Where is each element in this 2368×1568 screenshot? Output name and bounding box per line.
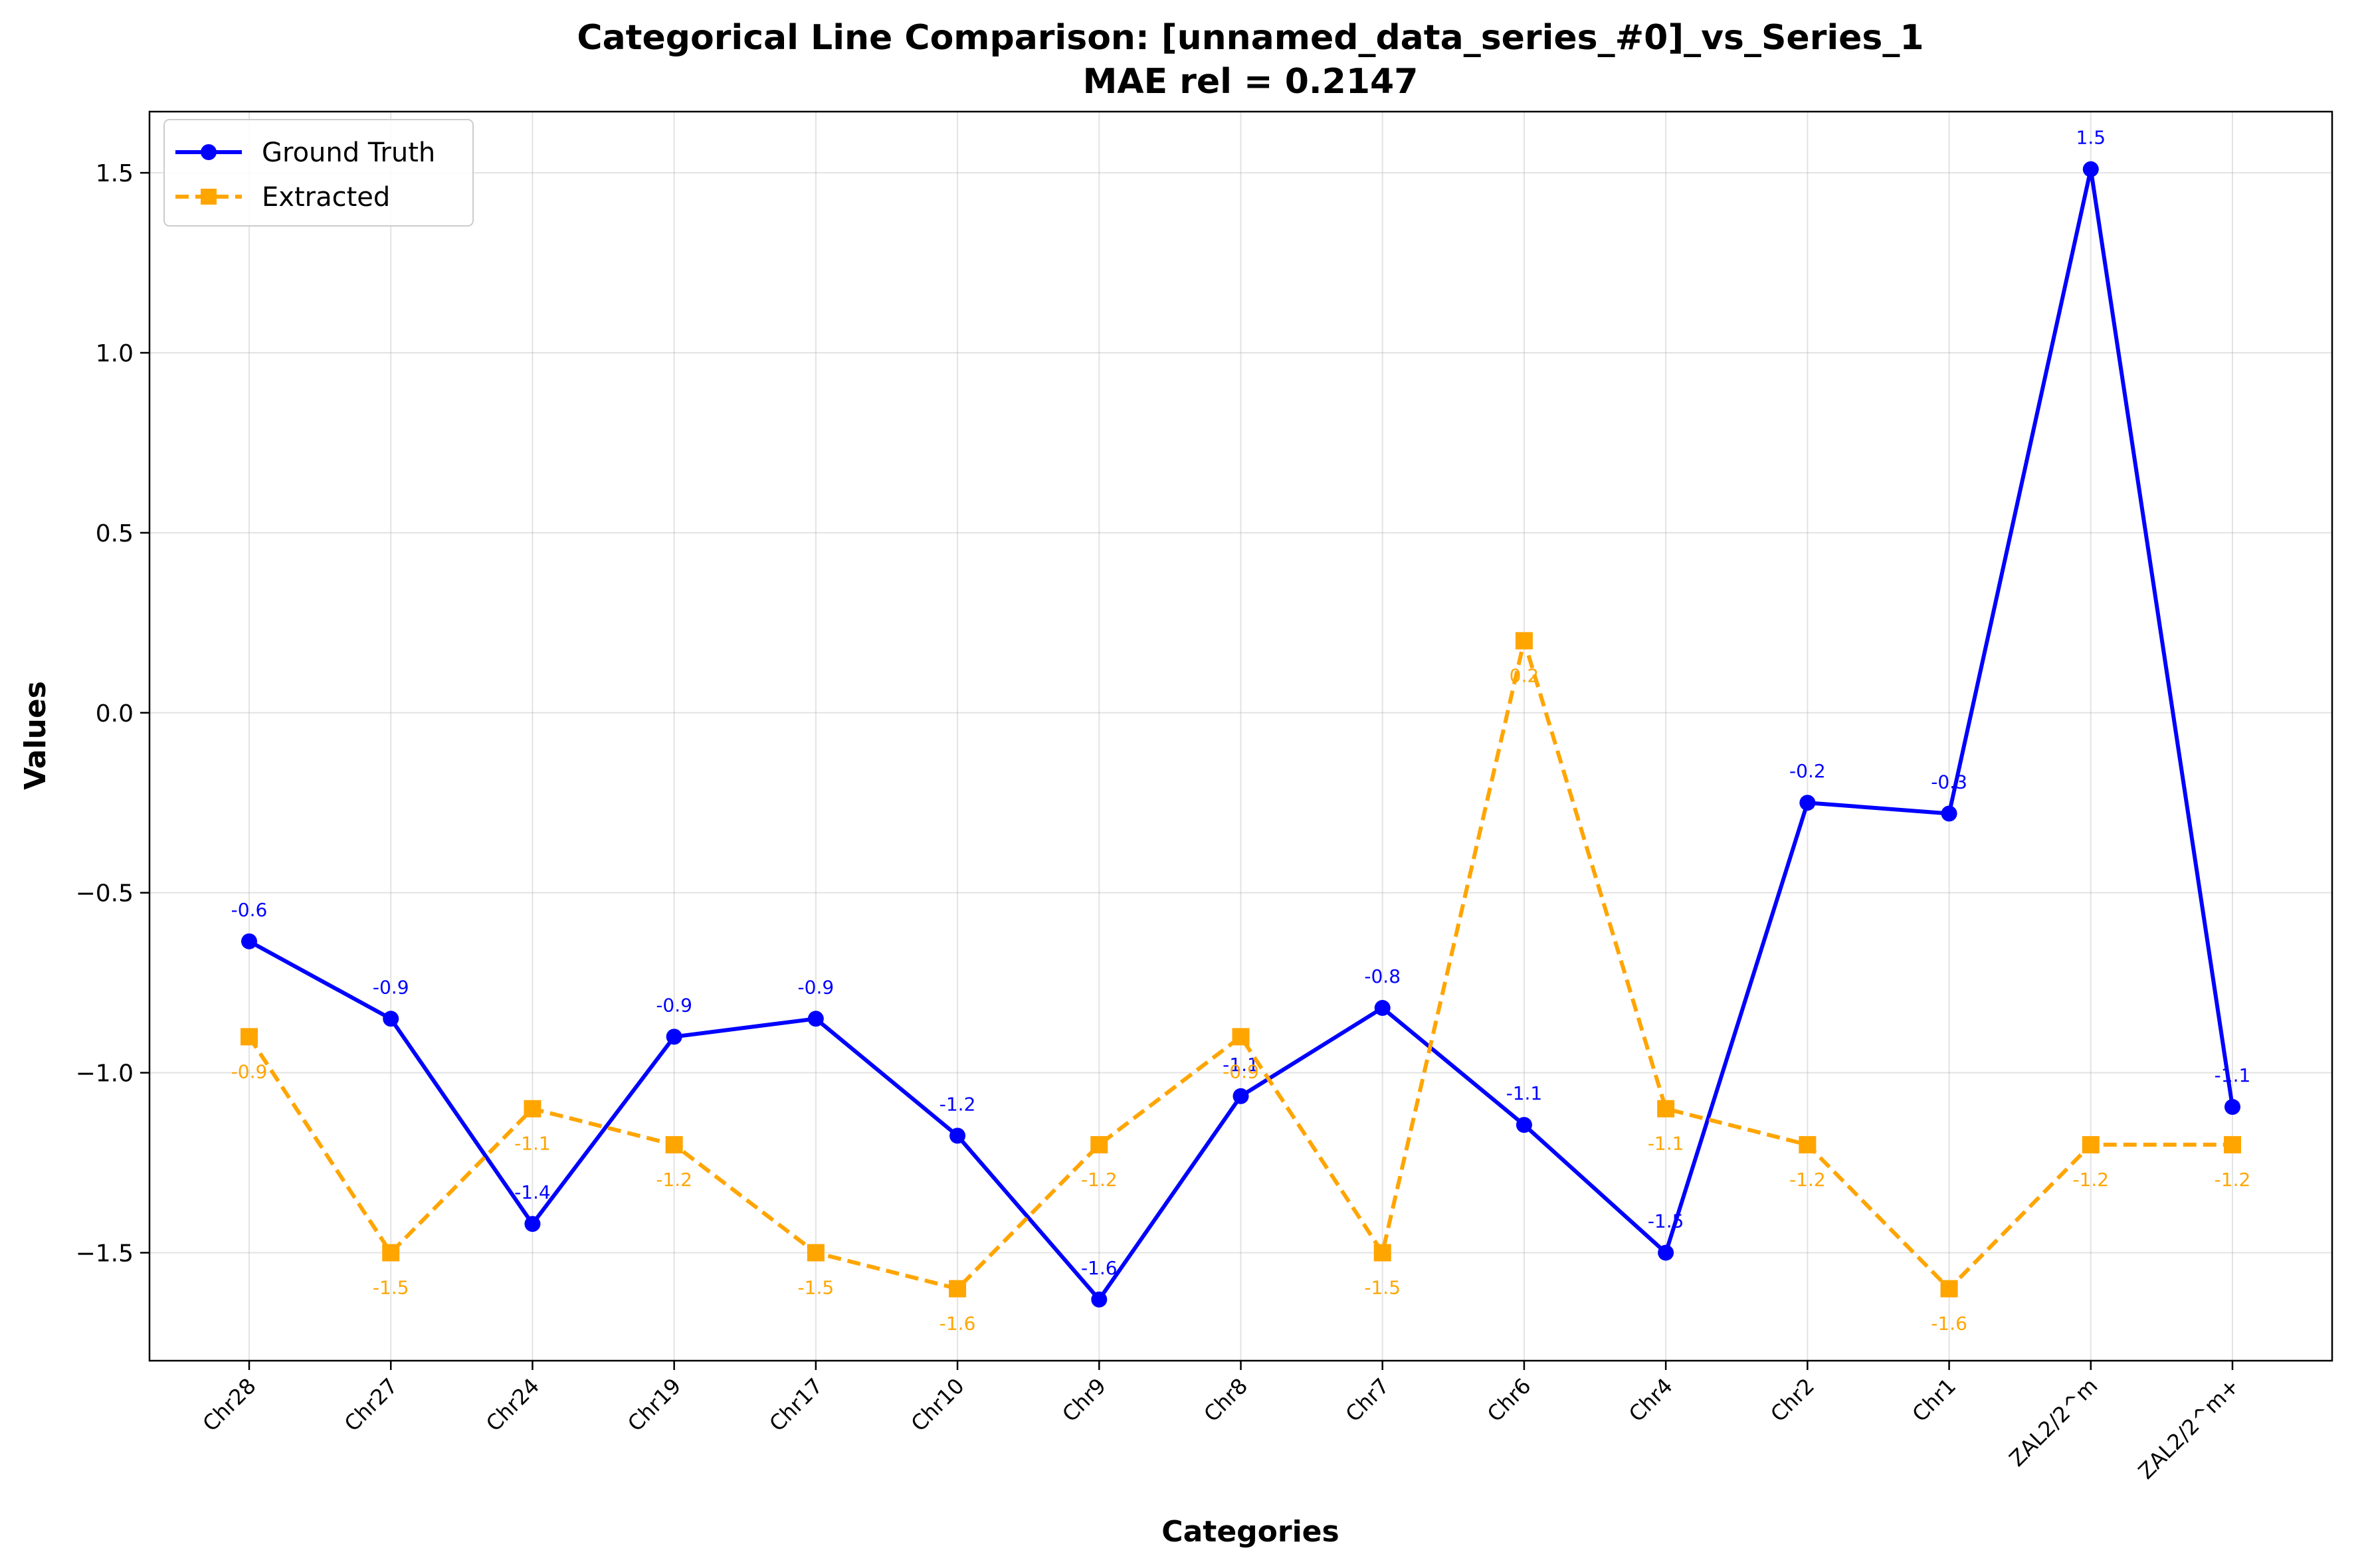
data-point-extracted xyxy=(807,1244,825,1262)
data-point-ground-truth xyxy=(1799,795,1816,811)
data-point-extracted xyxy=(2224,1135,2241,1153)
data-label-ground-truth: -0.9 xyxy=(656,994,692,1016)
y-axis-label: Values xyxy=(19,681,52,790)
data-point-ground-truth xyxy=(1941,805,1957,822)
data-label-ground-truth: -0.2 xyxy=(1789,760,1826,782)
data-point-extracted xyxy=(1657,1100,1675,1118)
data-label-extracted: 0.2 xyxy=(1510,664,1539,686)
data-label-ground-truth: -0.9 xyxy=(798,976,835,998)
y-axis-ticks: 1.5 1.0 0.5 0.0 −0.5 −1.0 −1.5 xyxy=(76,160,149,1267)
data-point-ground-truth xyxy=(524,1216,541,1232)
legend-marker-ground-truth xyxy=(201,144,217,160)
data-label-ground-truth: -1.1 xyxy=(2215,1064,2251,1086)
data-label-extracted: -1.1 xyxy=(514,1133,551,1155)
data-point-extracted xyxy=(949,1280,967,1298)
y-tick-label: 1.0 xyxy=(96,340,134,367)
data-label-ground-truth: -1.1 xyxy=(1223,1054,1259,1076)
data-label-ground-truth: -1.4 xyxy=(514,1181,551,1203)
y-tick-label: 0.0 xyxy=(96,700,134,728)
data-point-ground-truth xyxy=(666,1029,682,1045)
legend-box xyxy=(163,119,474,227)
data-label-ground-truth: -1.6 xyxy=(1081,1257,1118,1279)
data-label-ground-truth: 1.5 xyxy=(2076,127,2106,149)
y-tick-label: 1.5 xyxy=(96,160,134,187)
data-label-extracted: -1.2 xyxy=(2215,1169,2251,1191)
data-label-extracted: -1.5 xyxy=(373,1276,409,1298)
data-label-ground-truth: -1.5 xyxy=(1648,1210,1684,1232)
data-label-extracted: -1.6 xyxy=(1931,1313,1967,1335)
data-label-ground-truth: -0.9 xyxy=(373,976,409,998)
data-point-extracted xyxy=(1232,1028,1250,1046)
data-point-extracted xyxy=(1799,1135,1817,1153)
data-point-ground-truth xyxy=(949,1127,966,1144)
data-point-ground-truth xyxy=(2224,1099,2240,1116)
series-layer: -0.6 -0.9 -1.4 -0.9 -0.9 -1.2 -1.6 -1.1 -0.8 -1.1… xyxy=(231,127,2251,1335)
data-point-extracted xyxy=(2082,1135,2100,1153)
data-label-extracted: -0.9 xyxy=(231,1060,268,1082)
data-label-extracted: -1.5 xyxy=(1364,1276,1401,1298)
y-tick-label: 0.5 xyxy=(96,520,134,547)
data-label-ground-truth: -0.3 xyxy=(1931,771,1967,793)
data-label-ground-truth: -1.1 xyxy=(1506,1082,1543,1104)
data-label-extracted: -0.9 xyxy=(1223,1060,1259,1082)
x-axis-label: Categories xyxy=(1161,1515,1339,1549)
data-point-extracted xyxy=(1515,632,1533,650)
data-label-extracted: -1.2 xyxy=(2072,1169,2109,1191)
y-tick-label: −0.5 xyxy=(76,880,134,908)
chart-subtitle: MAE rel = 0.2147 xyxy=(1083,62,1419,102)
data-label-extracted: -1.5 xyxy=(798,1276,835,1298)
data-point-ground-truth xyxy=(1516,1117,1532,1133)
data-point-ground-truth xyxy=(241,933,257,949)
data-point-extracted xyxy=(665,1135,683,1153)
legend-label-ground-truth: Ground Truth xyxy=(262,138,435,168)
data-label-extracted: -1.1 xyxy=(1648,1133,1684,1155)
data-point-extracted xyxy=(524,1100,542,1118)
data-point-extracted xyxy=(241,1028,258,1046)
data-point-extracted xyxy=(382,1244,400,1262)
data-label-extracted: -1.2 xyxy=(1789,1169,1826,1191)
data-point-ground-truth xyxy=(1091,1291,1108,1308)
y-tick-label: −1.0 xyxy=(76,1060,134,1088)
data-point-extracted xyxy=(1373,1244,1391,1262)
legend: Ground Truth Extracted xyxy=(163,119,474,227)
data-point-ground-truth xyxy=(1374,1000,1391,1017)
series-line-extracted xyxy=(247,638,2232,1291)
data-point-ground-truth xyxy=(383,1011,399,1027)
data-point-ground-truth xyxy=(2082,161,2099,177)
data-point-extracted xyxy=(1940,1280,1958,1298)
data-label-extracted: -1.2 xyxy=(1081,1169,1118,1191)
data-label-extracted: -1.2 xyxy=(656,1169,692,1191)
data-point-ground-truth xyxy=(1233,1088,1249,1104)
data-label-ground-truth: -1.2 xyxy=(939,1093,976,1115)
chart-title: Categorical Line Comparison: [unnamed_da… xyxy=(577,18,1924,58)
data-label-ground-truth: -0.6 xyxy=(231,899,268,921)
legend-marker-extracted xyxy=(201,189,217,205)
data-point-ground-truth xyxy=(1658,1244,1674,1261)
legend-label-extracted: Extracted xyxy=(262,182,390,213)
data-point-ground-truth xyxy=(807,1011,824,1027)
data-label-extracted: -1.6 xyxy=(939,1313,976,1335)
y-tick-label: −1.5 xyxy=(76,1240,134,1267)
data-point-extracted xyxy=(1090,1135,1108,1153)
data-label-ground-truth: -0.8 xyxy=(1364,965,1401,987)
